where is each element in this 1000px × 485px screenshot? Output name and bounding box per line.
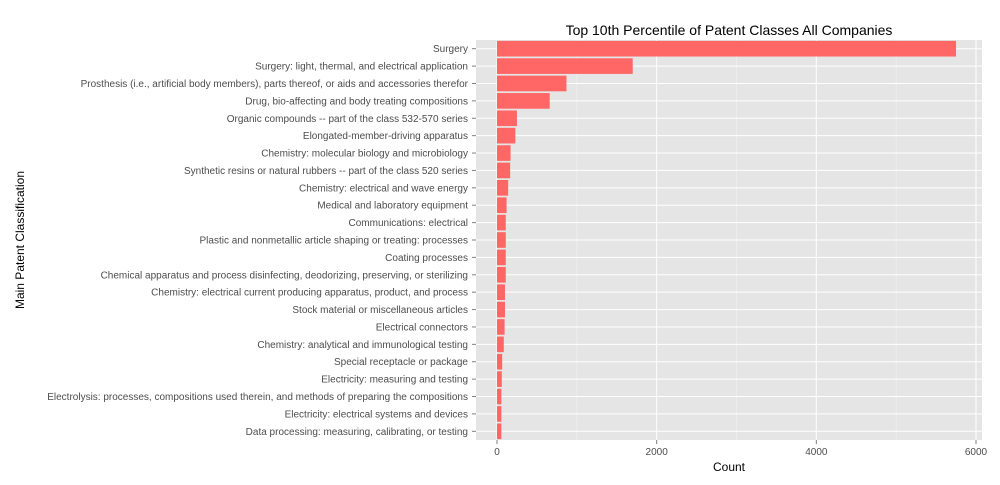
category-label: Data processing: measuring, calibrating,… xyxy=(246,427,468,438)
bar xyxy=(497,388,502,405)
bar xyxy=(497,232,506,248)
bar xyxy=(497,40,957,57)
category-label: Surgery: light, thermal, and electrical … xyxy=(255,62,468,73)
category-label: Coating processes xyxy=(385,253,468,264)
category-label: Prosthesis (i.e., artificial body member… xyxy=(81,79,469,90)
category-label: Drug, bio-affecting and body treating co… xyxy=(245,96,468,107)
bar xyxy=(497,58,633,74)
bar xyxy=(497,301,505,318)
y-axis-title: Main Patent Classification xyxy=(13,171,27,309)
bar xyxy=(497,145,511,161)
x-tick-label: 4000 xyxy=(805,447,828,458)
x-tick-label: 0 xyxy=(494,447,500,458)
category-label: Chemical apparatus and process disinfect… xyxy=(101,270,468,281)
category-label: Plastic and nonmetallic article shaping … xyxy=(200,236,468,247)
category-label: Surgery xyxy=(433,44,468,55)
x-tick-label: 2000 xyxy=(646,447,669,458)
category-label: Special receptacle or package xyxy=(334,357,468,368)
category-label: Elongated-member-driving apparatus xyxy=(303,131,468,142)
bar xyxy=(497,353,503,370)
bar xyxy=(497,423,502,440)
bar xyxy=(497,319,505,335)
bar xyxy=(497,249,506,266)
bar xyxy=(497,214,506,231)
category-label: Electricity: measuring and testing xyxy=(321,375,468,386)
category-label: Electrical connectors xyxy=(376,322,468,333)
category-label: Electrolysis: processes, compositions us… xyxy=(47,392,468,403)
bar xyxy=(497,180,509,196)
category-label: Chemistry: analytical and immunological … xyxy=(257,340,468,351)
bar xyxy=(497,162,511,179)
category-label: Organic compounds -- part of the class 5… xyxy=(227,114,468,125)
bar xyxy=(497,371,502,387)
x-tick-label: 6000 xyxy=(965,447,988,458)
category-labels: Surgery Surgery: light, thermal, and elec… xyxy=(47,44,476,438)
bar xyxy=(497,197,507,214)
category-label: Medical and laboratory equipment xyxy=(317,201,468,212)
bar xyxy=(497,93,550,109)
category-label: Chemistry: electrical current producing … xyxy=(151,288,468,299)
category-label: Synthetic resins or natural rubbers -- p… xyxy=(184,166,468,177)
x-axis-ticks: 0 2000 4000 6000 xyxy=(494,440,988,458)
category-label: Communications: electrical xyxy=(349,218,469,229)
bar xyxy=(497,266,506,283)
bar xyxy=(497,336,504,353)
bar xyxy=(497,406,502,422)
category-label: Chemistry: electrical and wave energy xyxy=(299,183,468,194)
bar xyxy=(497,127,516,144)
x-axis-title: Count xyxy=(713,460,746,474)
bar-layer xyxy=(497,40,957,440)
bar xyxy=(497,110,517,127)
chart-title: Top 10th Percentile of Patent Classes Al… xyxy=(566,22,893,38)
category-label: Stock material or miscellaneous articles xyxy=(292,305,468,316)
bar xyxy=(497,284,505,300)
bar xyxy=(497,75,567,92)
category-label: Chemistry: molecular biology and microbi… xyxy=(261,149,468,160)
category-label: Electricity: electrical systems and devi… xyxy=(285,409,468,420)
